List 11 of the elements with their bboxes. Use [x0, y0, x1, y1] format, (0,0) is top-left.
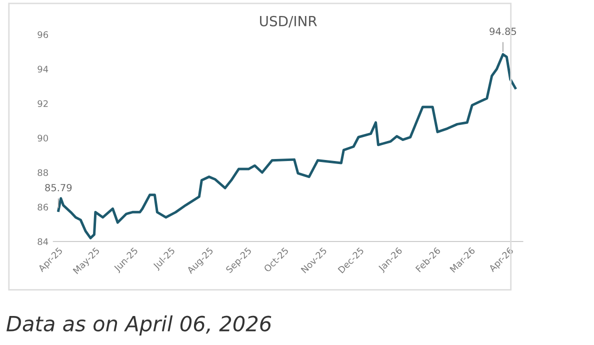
y-tick-label: 86	[38, 204, 48, 211]
annotation: 85.79	[45, 184, 72, 192]
annotation: 94.85	[490, 28, 516, 36]
y-tick-label: 96	[38, 31, 48, 38]
y-tick-label: 92	[38, 100, 48, 108]
y-tick-label: 84	[38, 238, 48, 246]
text: Data as on April 06, 2026	[6, 315, 272, 336]
y-tick-label: 90	[38, 134, 48, 142]
y-tick-label: 94	[38, 66, 48, 73]
y-tick-label: 88	[38, 169, 48, 176]
chart-title: USD/INR	[260, 16, 317, 28]
